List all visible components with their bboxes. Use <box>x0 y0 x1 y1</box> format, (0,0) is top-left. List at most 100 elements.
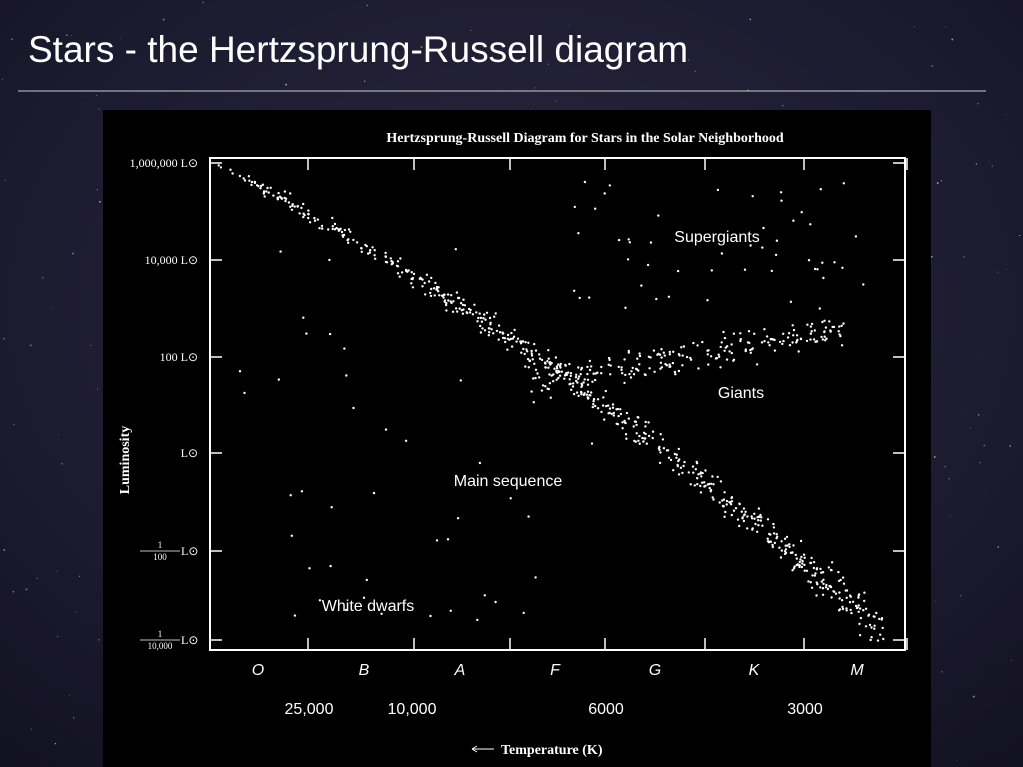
sky-star <box>3 548 6 551</box>
star-dot <box>432 287 436 290</box>
star-dot <box>592 372 595 375</box>
star-dot <box>365 245 368 248</box>
figure-background <box>103 110 931 767</box>
star-dot <box>832 590 835 593</box>
star-dot <box>238 174 242 178</box>
sky-star <box>997 545 1000 548</box>
star-dot <box>657 352 660 356</box>
star-dot <box>538 376 541 379</box>
star-dot <box>772 526 776 529</box>
star-dot <box>586 365 589 369</box>
star-dot <box>522 611 525 615</box>
star-dot <box>617 238 621 242</box>
star-dot <box>788 543 791 546</box>
star-dot <box>695 460 698 464</box>
sky-star <box>949 515 951 517</box>
star-dot <box>569 372 573 375</box>
star-dot <box>880 618 883 621</box>
star-dot <box>803 563 806 567</box>
star-dot <box>347 241 350 244</box>
star-dot <box>478 312 481 315</box>
star-dot <box>404 439 408 442</box>
star-dot <box>532 401 535 404</box>
star-dot <box>792 334 795 337</box>
star-dot <box>881 626 884 630</box>
sky-star <box>913 26 915 28</box>
star-dot <box>308 567 311 570</box>
star-dot <box>783 537 787 540</box>
sky-star <box>208 38 211 40</box>
star-dot <box>633 420 637 423</box>
star-dot <box>575 391 579 394</box>
sky-star <box>75 611 77 613</box>
star-dot <box>532 377 535 380</box>
star-dot <box>806 323 809 326</box>
star-dot <box>269 186 272 189</box>
star-dot <box>318 599 322 602</box>
star-dot <box>490 328 493 331</box>
star-dot <box>621 427 624 430</box>
y-tick-label: L⊙ <box>181 446 198 460</box>
sky-star <box>977 414 980 416</box>
star-dot <box>803 569 806 572</box>
star-dot <box>279 250 282 253</box>
star-dot <box>730 496 733 500</box>
star-dot <box>653 370 656 373</box>
sky-star <box>76 202 78 204</box>
star-dot <box>701 481 704 484</box>
star-dot <box>580 393 583 396</box>
sky-star <box>285 83 288 86</box>
star-dot <box>588 368 592 372</box>
star-dot <box>724 510 727 514</box>
sky-star <box>694 70 697 73</box>
star-dot <box>800 565 804 569</box>
star-dot <box>612 414 615 417</box>
star-dot <box>848 601 852 604</box>
star-dot <box>524 341 527 344</box>
star-dot <box>642 440 645 443</box>
sky-star <box>991 165 994 168</box>
star-dot <box>400 271 404 274</box>
star-dot <box>882 637 885 641</box>
star-dot <box>677 369 681 373</box>
star-dot <box>649 241 653 244</box>
star-dot <box>544 385 547 388</box>
sky-star <box>470 29 472 31</box>
star-dot <box>825 337 828 340</box>
star-dot <box>851 600 855 603</box>
spectral-class: F <box>550 662 561 679</box>
star-dot <box>773 349 777 352</box>
star-dot <box>559 362 562 366</box>
star-dot <box>575 373 578 376</box>
star-dot <box>492 332 495 335</box>
star-dot <box>644 437 647 440</box>
star-dot <box>809 338 812 341</box>
star-dot <box>512 335 516 338</box>
sky-star <box>997 271 999 273</box>
star-dot <box>373 254 376 257</box>
star-dot <box>635 423 638 427</box>
star-dot <box>611 403 615 406</box>
star-dot <box>685 355 689 359</box>
star-dot <box>477 316 480 320</box>
star-dot <box>276 198 279 201</box>
star-dot <box>369 248 372 252</box>
star-dot <box>592 403 595 406</box>
star-dot <box>753 517 756 520</box>
sky-star <box>969 427 971 429</box>
star-dot <box>811 574 814 577</box>
star-dot <box>433 294 436 297</box>
star-dot <box>722 330 725 334</box>
star-dot <box>586 383 590 386</box>
star-dot <box>631 366 634 370</box>
star-dot <box>564 363 567 367</box>
star-dot <box>616 423 620 426</box>
star-dot <box>302 212 305 215</box>
star-dot <box>302 316 305 319</box>
star-dot <box>746 527 749 530</box>
star-dot <box>640 284 643 287</box>
star-dot <box>617 414 620 418</box>
star-dot <box>876 639 880 642</box>
sky-star <box>10 38 13 41</box>
